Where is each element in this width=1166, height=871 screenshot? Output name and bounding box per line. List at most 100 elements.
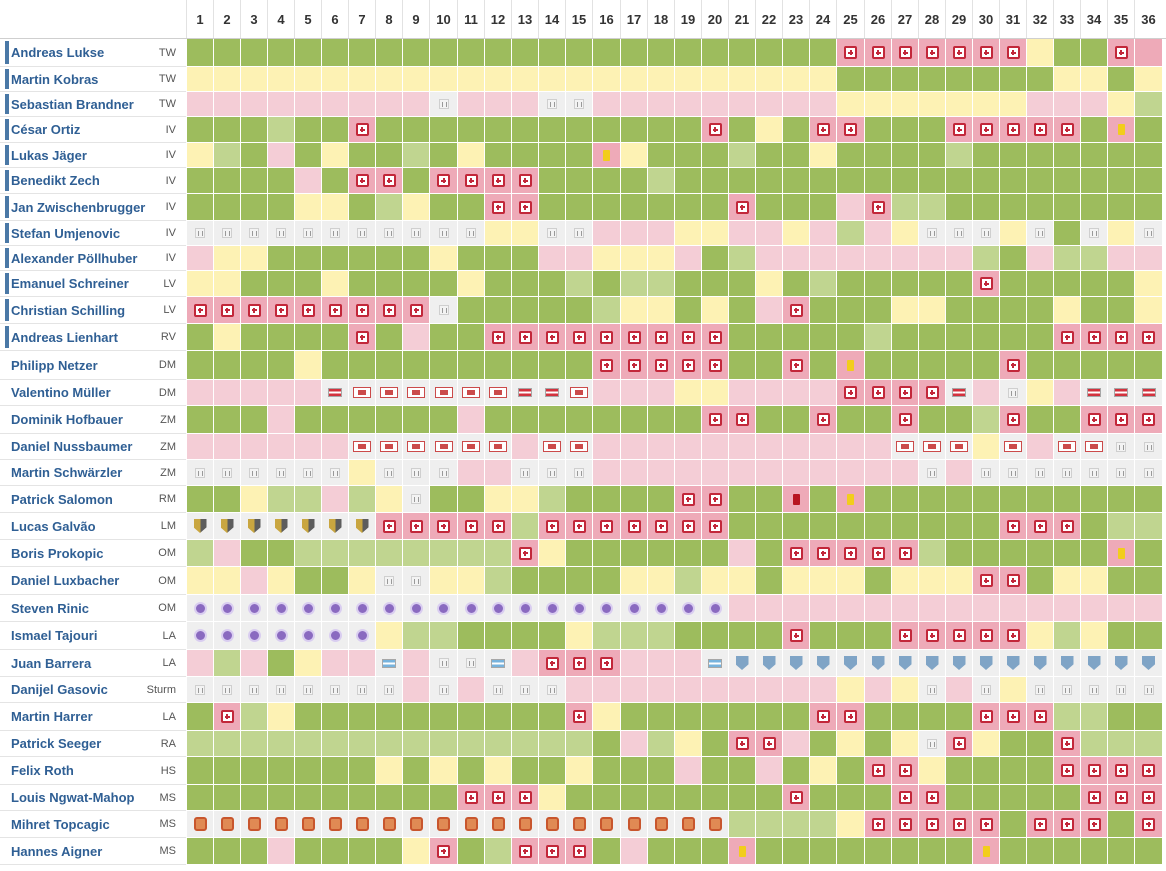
player-name-link[interactable]: Sebastian Brandner <box>11 96 134 112</box>
match-cell[interactable] <box>267 540 294 567</box>
match-cell[interactable] <box>945 703 972 731</box>
match-cell[interactable] <box>375 246 402 271</box>
match-cell[interactable] <box>402 650 429 677</box>
match-cell[interactable] <box>701 757 728 785</box>
match-cell[interactable] <box>294 486 321 513</box>
match-cell[interactable] <box>240 540 267 567</box>
match-cell[interactable] <box>891 221 918 246</box>
match-cell[interactable] <box>782 811 809 838</box>
match-cell[interactable] <box>728 246 755 271</box>
match-cell[interactable] <box>565 324 592 351</box>
match-cell[interactable] <box>891 297 918 324</box>
player-name-link[interactable]: Danijel Gasovic <box>11 682 108 697</box>
match-cell[interactable] <box>213 434 240 460</box>
match-cell[interactable] <box>321 434 348 460</box>
match-cell[interactable] <box>429 168 457 194</box>
match-cell[interactable] <box>375 540 402 567</box>
match-cell[interactable] <box>755 39 782 67</box>
match-cell[interactable] <box>918 143 945 168</box>
match-cell[interactable] <box>348 246 375 271</box>
match-cell[interactable] <box>348 731 375 757</box>
match-cell[interactable] <box>1053 221 1080 246</box>
match-cell[interactable] <box>565 143 592 168</box>
match-cell[interactable] <box>728 271 755 297</box>
match-cell[interactable] <box>294 67 321 92</box>
match-cell[interactable] <box>701 168 728 194</box>
match-cell[interactable] <box>511 650 538 677</box>
match-cell[interactable] <box>674 351 701 380</box>
player-name-link[interactable]: Benedikt Zech <box>11 173 100 188</box>
match-cell[interactable] <box>755 246 782 271</box>
match-cell[interactable] <box>620 811 647 838</box>
match-cell[interactable] <box>999 351 1026 380</box>
match-cell[interactable] <box>891 194 918 221</box>
match-cell[interactable] <box>782 351 809 380</box>
match-cell[interactable] <box>538 731 565 757</box>
match-cell[interactable] <box>240 92 267 117</box>
match-cell[interactable] <box>620 731 647 757</box>
match-cell[interactable] <box>267 39 294 67</box>
match-cell[interactable] <box>294 811 321 838</box>
match-cell[interactable] <box>457 460 484 486</box>
match-cell[interactable] <box>620 757 647 785</box>
match-cell[interactable] <box>429 460 457 486</box>
match-cell[interactable] <box>755 540 782 567</box>
match-cell[interactable] <box>186 67 213 92</box>
match-cell[interactable] <box>972 434 999 460</box>
match-cell[interactable] <box>809 324 836 351</box>
match-cell[interactable] <box>1107 271 1134 297</box>
match-cell[interactable] <box>1134 567 1162 595</box>
match-cell[interactable] <box>809 406 836 434</box>
match-cell[interactable] <box>538 757 565 785</box>
match-cell[interactable] <box>1053 540 1080 567</box>
match-cell[interactable] <box>186 39 213 67</box>
match-cell[interactable] <box>457 838 484 865</box>
match-cell[interactable] <box>836 324 864 351</box>
match-cell[interactable] <box>755 460 782 486</box>
match-cell[interactable] <box>945 39 972 67</box>
match-cell[interactable] <box>701 513 728 540</box>
match-cell[interactable] <box>402 838 429 865</box>
match-cell[interactable] <box>592 117 620 143</box>
player-name-link[interactable]: Patrick Salomon <box>11 491 113 507</box>
match-cell[interactable] <box>240 351 267 380</box>
match-cell[interactable] <box>836 39 864 67</box>
match-cell[interactable] <box>1080 92 1107 117</box>
match-cell[interactable] <box>511 351 538 380</box>
match-cell[interactable] <box>321 785 348 811</box>
match-cell[interactable] <box>999 811 1026 838</box>
match-cell[interactable] <box>186 297 213 324</box>
match-cell[interactable] <box>1134 811 1162 838</box>
match-cell[interactable] <box>348 194 375 221</box>
match-cell[interactable] <box>348 622 375 650</box>
match-cell[interactable] <box>836 838 864 865</box>
match-cell[interactable] <box>999 297 1026 324</box>
match-cell[interactable] <box>647 143 674 168</box>
match-cell[interactable] <box>945 731 972 757</box>
match-cell[interactable] <box>945 271 972 297</box>
match-cell[interactable] <box>511 731 538 757</box>
match-cell[interactable] <box>267 194 294 221</box>
match-cell[interactable] <box>918 838 945 865</box>
match-cell[interactable] <box>511 785 538 811</box>
match-cell[interactable] <box>511 117 538 143</box>
match-cell[interactable] <box>620 92 647 117</box>
match-cell[interactable] <box>999 595 1026 622</box>
match-cell[interactable] <box>429 406 457 434</box>
match-cell[interactable] <box>647 785 674 811</box>
match-cell[interactable] <box>755 731 782 757</box>
match-cell[interactable] <box>592 460 620 486</box>
match-cell[interactable] <box>864 67 891 92</box>
match-cell[interactable] <box>1026 67 1053 92</box>
match-cell[interactable] <box>1134 406 1162 434</box>
match-cell[interactable] <box>891 650 918 677</box>
match-cell[interactable] <box>484 194 511 221</box>
match-cell[interactable] <box>945 221 972 246</box>
match-cell[interactable] <box>647 246 674 271</box>
match-cell[interactable] <box>728 595 755 622</box>
match-cell[interactable] <box>240 67 267 92</box>
match-cell[interactable] <box>972 380 999 406</box>
match-cell[interactable] <box>782 297 809 324</box>
player-name-link[interactable]: Philipp Netzer <box>11 357 98 373</box>
match-cell[interactable] <box>1107 67 1134 92</box>
